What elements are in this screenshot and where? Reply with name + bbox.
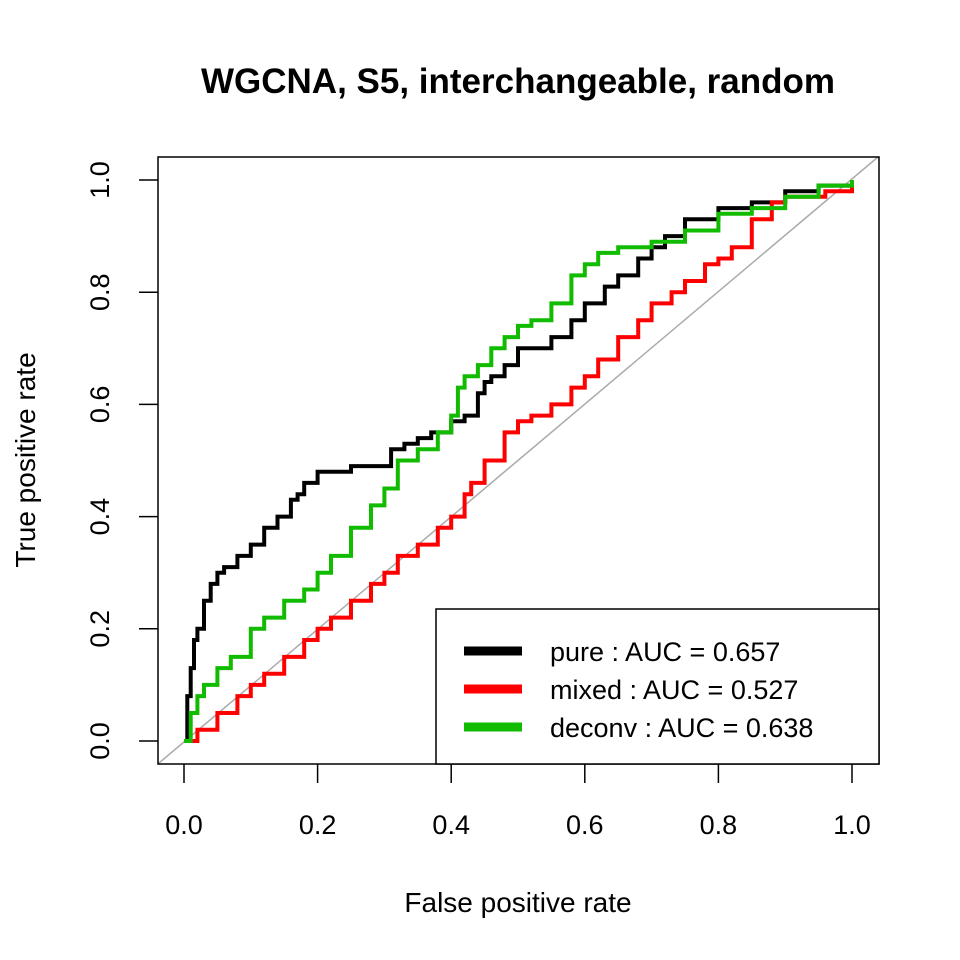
diagonal-line: [158, 156, 879, 764]
y-tick-label: 0.0: [85, 722, 115, 760]
y-axis: 0.0 0.2 0.4 0.6 0.8 1.0: [85, 161, 158, 760]
x-tick-label: 0.6: [566, 810, 604, 840]
y-tick-label: 0.8: [85, 273, 115, 311]
legend-label-pure: pure : AUC = 0.657: [550, 637, 780, 667]
x-tick-label: 0.4: [432, 810, 470, 840]
legend: pure : AUC = 0.657 mixed : AUC = 0.527 dec…: [435, 608, 880, 765]
roc-curves: [184, 180, 854, 743]
series-line-mixed: [184, 180, 854, 743]
series-line-pure: [184, 180, 854, 743]
diagonal-reference: [158, 156, 879, 764]
x-tick-label: 0.0: [165, 810, 203, 840]
y-tick-label: 1.0: [85, 161, 115, 199]
series-line-deconv: [184, 180, 854, 743]
y-tick-label: 0.6: [85, 386, 115, 424]
x-tick-label: 0.2: [299, 810, 337, 840]
legend-label-mixed: mixed : AUC = 0.527: [550, 675, 798, 705]
x-tick-label: 0.8: [700, 810, 738, 840]
y-tick-label: 0.4: [85, 498, 115, 536]
x-axis-title: False positive rate: [404, 887, 631, 918]
legend-label-deconv: deconv : AUC = 0.638: [550, 713, 813, 743]
y-tick-label: 0.2: [85, 610, 115, 648]
chart-title: WGCNA, S5, interchangeable, random: [201, 62, 835, 101]
x-axis: 0.0 0.2 0.4 0.6 0.8 1.0: [165, 764, 871, 840]
x-tick-label: 1.0: [833, 810, 871, 840]
y-axis-title: True positive rate: [10, 352, 41, 567]
